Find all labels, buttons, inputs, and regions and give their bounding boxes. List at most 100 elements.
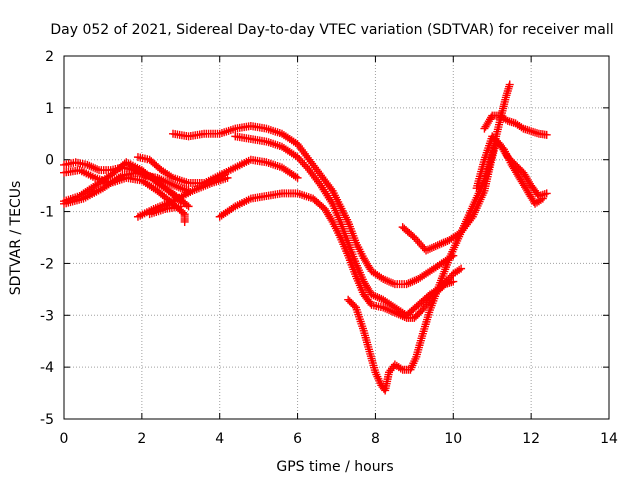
data-point: [449, 277, 458, 286]
x-tick-label: 2: [137, 431, 146, 447]
data-point: [383, 276, 392, 285]
data-point: [441, 237, 450, 246]
data-point: [385, 306, 394, 315]
data-point: [176, 202, 185, 211]
data-point: [93, 165, 102, 174]
data-point: [367, 290, 376, 299]
chart-title: Day 052 of 2021, Sidereal Day-to-day VTE…: [50, 22, 613, 38]
series-pass-7: [145, 202, 185, 219]
data-point: [327, 184, 336, 193]
data-point: [396, 364, 405, 373]
data-point: [179, 208, 188, 217]
data-point: [167, 179, 176, 188]
data-point: [542, 130, 551, 139]
data-point: [83, 160, 92, 169]
data-point: [383, 305, 392, 314]
x-tick-label: 14: [600, 431, 618, 447]
data-point: [517, 123, 526, 132]
y-tick-label: 0: [45, 153, 54, 169]
series-pass-13: [480, 111, 551, 139]
data-point: [373, 293, 382, 302]
data-point: [400, 313, 409, 322]
data-point: [388, 307, 397, 316]
data-point: [87, 162, 96, 171]
data-point: [172, 182, 181, 191]
data-point: [422, 246, 431, 255]
data-point: [229, 203, 238, 212]
y-tick-label: -4: [40, 360, 54, 376]
data-point: [398, 312, 407, 321]
data-point: [182, 200, 191, 209]
data-point: [385, 277, 394, 286]
data-point: [394, 310, 403, 319]
y-axis-label: SDTVAR / TECUs: [8, 181, 24, 296]
series-pass-10: [215, 189, 458, 322]
data-point: [437, 239, 446, 248]
y-tick-label: -3: [40, 308, 54, 324]
data-point: [379, 303, 388, 312]
data-point: [457, 264, 466, 273]
data-point: [169, 180, 177, 189]
data-point: [293, 173, 302, 182]
x-tick-label: 12: [522, 431, 540, 447]
y-tick-label: -2: [40, 256, 54, 272]
data-point: [392, 309, 401, 318]
data-point: [291, 172, 300, 181]
data-point: [184, 202, 193, 211]
data-point: [423, 245, 432, 254]
y-tick-label: 2: [45, 49, 54, 65]
x-tick-label: 0: [60, 431, 69, 447]
data-point: [431, 242, 440, 251]
data-point: [425, 244, 434, 253]
data-point: [180, 217, 189, 226]
data-point: [381, 275, 390, 284]
data-point: [174, 183, 183, 192]
data-point: [91, 164, 100, 173]
x-tick-label: 6: [293, 431, 302, 447]
data-point: [379, 274, 388, 283]
data-point: [375, 294, 384, 302]
data-point: [427, 243, 436, 252]
data-point: [435, 240, 444, 249]
series-pass-14: [472, 132, 551, 201]
data-point: [455, 265, 464, 274]
data-point: [388, 279, 397, 288]
x-tick-label: 10: [444, 431, 462, 447]
data-point: [501, 115, 510, 124]
data-point: [429, 243, 438, 252]
data-point: [223, 173, 232, 182]
x-tick-label: 8: [371, 431, 380, 447]
data-point: [381, 304, 390, 313]
x-axis-label: GPS time / hours: [276, 459, 393, 475]
data-point: [396, 311, 405, 320]
plot-frame: [63, 55, 610, 420]
data-point: [408, 277, 417, 286]
series-pass-5: [133, 153, 302, 188]
data-point: [390, 308, 399, 317]
data-point: [371, 292, 380, 301]
data-point: [505, 80, 514, 89]
data-point: [402, 280, 411, 289]
data-point: [406, 278, 415, 287]
data-point: [170, 181, 179, 190]
data-point: [404, 279, 413, 288]
data-point: [165, 179, 174, 188]
data-point: [387, 278, 395, 287]
data-point: [410, 276, 419, 285]
data-point: [433, 241, 442, 250]
data-point: [542, 189, 551, 198]
data-point: [89, 163, 98, 172]
data-point: [85, 161, 94, 170]
data-point: [369, 291, 378, 300]
data-point: [467, 214, 476, 223]
y-tick-label: -5: [40, 412, 54, 428]
data-point: [327, 216, 336, 225]
y-tick-label: 1: [45, 101, 54, 117]
data-point: [439, 238, 448, 247]
x-tick-label: 4: [215, 431, 224, 447]
data-points: [60, 80, 551, 395]
data-point: [167, 172, 176, 181]
